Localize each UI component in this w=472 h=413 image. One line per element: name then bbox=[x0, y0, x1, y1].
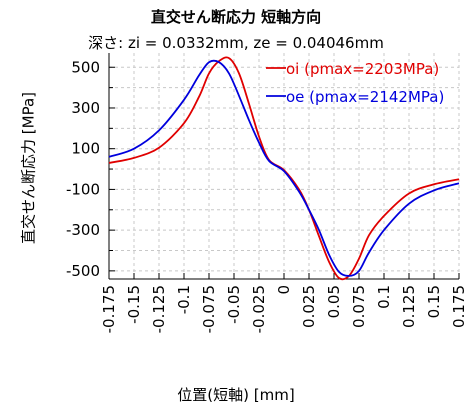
x-tick-label: 0.025 bbox=[300, 285, 318, 328]
x-tick-label: -0.075 bbox=[200, 285, 218, 333]
x-tick-label: 0.1 bbox=[375, 285, 393, 309]
y-tick-label: 300 bbox=[71, 99, 100, 117]
x-tick-label: 0.15 bbox=[425, 285, 443, 318]
y-tick-label: -100 bbox=[66, 180, 100, 198]
y-tick-label: 500 bbox=[71, 58, 100, 76]
x-tick-label: 0 bbox=[275, 285, 293, 295]
x-tick-label: -0.05 bbox=[225, 285, 243, 324]
x-tick-label: 0.075 bbox=[350, 285, 368, 328]
series-line-oe bbox=[108, 59, 460, 277]
x-tick-label: -0.15 bbox=[125, 285, 143, 324]
x-tick-label: -0.175 bbox=[100, 285, 118, 333]
legend-label: oe (pmax=2142MPa) bbox=[286, 88, 444, 106]
x-tick-label: 0.175 bbox=[450, 285, 468, 328]
legend-label: oi (pmax=2203MPa) bbox=[286, 60, 439, 78]
x-tick-label: -0.125 bbox=[150, 285, 168, 333]
x-tick-label: -0.025 bbox=[250, 285, 268, 333]
chart-subtitle: 深さ: zi = 0.0332mm, ze = 0.04046mm bbox=[88, 34, 384, 52]
y-tick-label: -300 bbox=[66, 221, 100, 239]
x-axis-label: 位置(短軸) [mm] bbox=[177, 386, 295, 404]
y-tick-label: 100 bbox=[71, 140, 100, 158]
y-tick-label: -500 bbox=[66, 262, 100, 280]
x-tick-label: 0.125 bbox=[400, 285, 418, 328]
chart-title: 直交せん断応力 短軸方向 bbox=[150, 8, 322, 26]
x-tick-label: -0.1 bbox=[175, 285, 193, 314]
x-tick-label: 0.05 bbox=[325, 285, 343, 318]
